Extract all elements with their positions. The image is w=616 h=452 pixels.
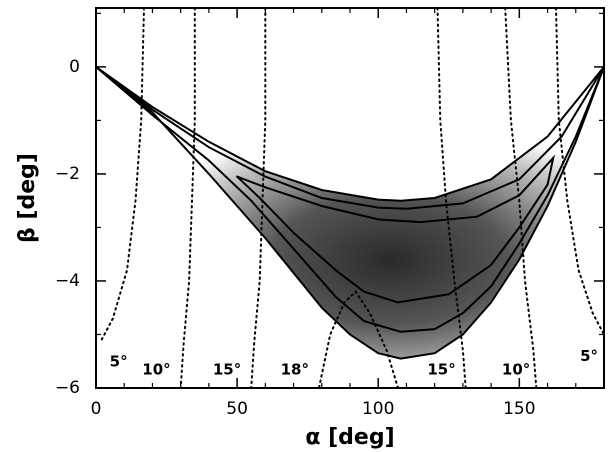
- dotted-contour: [504, 7, 538, 389]
- contour-label: 10°: [502, 361, 530, 379]
- y-tick-label: −4: [55, 271, 80, 291]
- contour-line: [95, 65, 605, 333]
- contour-label: 15°: [427, 361, 455, 379]
- x-tick-label: 50: [226, 399, 248, 419]
- contour-label: 15°: [213, 361, 241, 379]
- contour-label: 5°: [580, 347, 598, 365]
- dotted-contour: [555, 7, 605, 336]
- dotted-contour: [318, 290, 399, 389]
- contour-label: 18°: [281, 361, 309, 379]
- y-axis-label: β [deg]: [15, 153, 40, 243]
- contour-line: [236, 154, 555, 304]
- y-tick-label: 0: [69, 57, 80, 77]
- contour-label: 10°: [142, 361, 170, 379]
- x-tick-label: 150: [503, 399, 535, 419]
- dotted-contour: [100, 7, 145, 341]
- y-tick-label: −6: [55, 378, 80, 398]
- dotted-contour: [436, 7, 467, 389]
- dotted-contour: [250, 7, 267, 389]
- contour-label: 5°: [110, 352, 128, 370]
- x-tick-label: 0: [91, 399, 102, 419]
- contour-line: [95, 65, 605, 360]
- x-tick-label: 100: [362, 399, 394, 419]
- y-tick-label: −2: [55, 164, 80, 184]
- dotted-contour: [179, 7, 196, 389]
- x-axis-label: α [deg]: [305, 425, 394, 450]
